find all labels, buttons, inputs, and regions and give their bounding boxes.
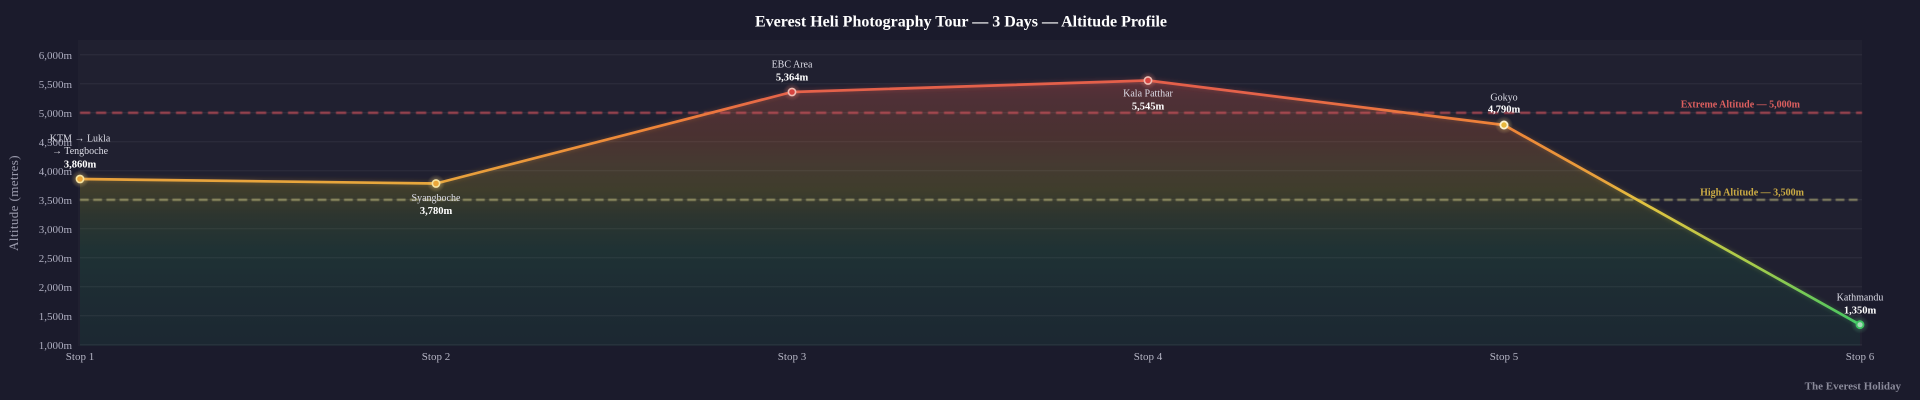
svg-text:3,000m: 3,000m <box>39 224 73 236</box>
svg-text:5,500m: 5,500m <box>39 79 73 91</box>
svg-text:Extreme Altitude — 5,000m: Extreme Altitude — 5,000m <box>1681 100 1801 111</box>
svg-text:Kathmandu: Kathmandu <box>1837 293 1884 304</box>
svg-text:The Everest Holiday: The Everest Holiday <box>1805 381 1902 393</box>
svg-text:High Altitude — 3,500m: High Altitude — 3,500m <box>1700 188 1805 199</box>
svg-text:4,790m: 4,790m <box>1488 105 1521 116</box>
svg-text:KTM → Lukla: KTM → Lukla <box>50 133 111 144</box>
svg-text:1,350m: 1,350m <box>1844 305 1877 316</box>
svg-text:2,500m: 2,500m <box>39 253 73 265</box>
svg-text:4,000m: 4,000m <box>39 166 73 178</box>
svg-text:Kala Patthar: Kala Patthar <box>1123 89 1173 100</box>
svg-text:6,000m: 6,000m <box>39 50 73 62</box>
svg-text:Stop 4: Stop 4 <box>1134 351 1163 363</box>
svg-text:4,500m: 4,500m <box>39 137 73 149</box>
svg-text:Everest Heli Photography Tour: Everest Heli Photography Tour — 3 Days —… <box>755 14 1167 31</box>
svg-text:→ Tengboche: → Tengboche <box>52 146 109 157</box>
svg-text:Altitude (metres): Altitude (metres) <box>6 155 21 251</box>
svg-text:Gokyo: Gokyo <box>1490 93 1517 104</box>
svg-text:5,000m: 5,000m <box>39 108 73 120</box>
svg-text:Stop 5: Stop 5 <box>1490 351 1519 363</box>
svg-text:5,364m: 5,364m <box>776 73 809 84</box>
svg-text:2,000m: 2,000m <box>39 282 73 294</box>
svg-text:1,500m: 1,500m <box>39 311 73 323</box>
svg-text:Stop 2: Stop 2 <box>422 351 450 363</box>
svg-text:3,500m: 3,500m <box>39 195 73 207</box>
svg-text:5,545m: 5,545m <box>1132 102 1165 113</box>
svg-text:EBC Area: EBC Area <box>772 59 813 70</box>
svg-text:3,780m: 3,780m <box>420 206 453 217</box>
svg-text:1,000m: 1,000m <box>39 340 73 352</box>
svg-text:Stop 1: Stop 1 <box>66 351 94 363</box>
svg-text:Stop 3: Stop 3 <box>778 351 807 363</box>
svg-text:Stop 6: Stop 6 <box>1846 351 1875 363</box>
svg-text:Syangboche: Syangboche <box>412 193 461 204</box>
svg-text:3,860m: 3,860m <box>64 159 97 170</box>
